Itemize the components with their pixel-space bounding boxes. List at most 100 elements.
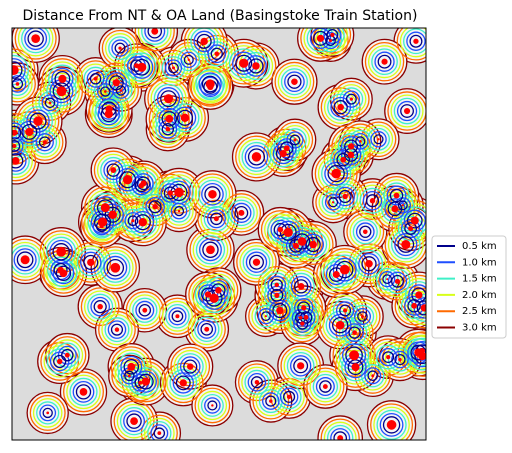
land-patch bbox=[64, 352, 70, 358]
contour bbox=[403, 28, 426, 55]
contour bbox=[247, 148, 266, 166]
land-patch bbox=[165, 126, 171, 132]
contour bbox=[169, 369, 198, 397]
land-patch bbox=[291, 78, 298, 85]
land-patch bbox=[252, 258, 261, 266]
land-patch bbox=[110, 167, 117, 174]
land-patch bbox=[420, 304, 426, 312]
contour bbox=[355, 136, 366, 147]
contour bbox=[44, 97, 56, 109]
land-patch bbox=[31, 34, 41, 44]
contour bbox=[345, 93, 357, 105]
land-patch bbox=[316, 34, 325, 42]
map-title: Distance From NT & OA Land (Basingstoke … bbox=[23, 8, 418, 24]
contour bbox=[41, 94, 59, 112]
land-patch bbox=[386, 278, 389, 281]
contour bbox=[130, 170, 157, 197]
contour bbox=[245, 251, 268, 273]
contour bbox=[197, 390, 228, 421]
contour bbox=[283, 390, 296, 403]
contour bbox=[374, 51, 395, 72]
contour bbox=[369, 338, 407, 376]
land-patch bbox=[131, 219, 135, 223]
land-patch bbox=[175, 314, 180, 319]
contour bbox=[231, 202, 252, 223]
contour bbox=[326, 424, 354, 440]
land-patch bbox=[104, 90, 107, 93]
contour bbox=[123, 359, 140, 375]
contour bbox=[61, 348, 74, 362]
contour bbox=[12, 54, 29, 86]
contour bbox=[38, 136, 51, 149]
land-patch bbox=[112, 79, 120, 87]
contour bbox=[280, 345, 321, 387]
land-patch bbox=[343, 308, 348, 313]
contour bbox=[387, 201, 403, 217]
land-patch bbox=[25, 127, 34, 137]
legend: 0.5 km 1.0 km 1.5 km 2.0 km 2.5 km 3.0 km bbox=[431, 235, 507, 339]
land-patch bbox=[87, 258, 95, 267]
land-patch bbox=[200, 37, 208, 46]
land-patch bbox=[110, 262, 121, 273]
contour bbox=[234, 205, 249, 220]
contour bbox=[98, 98, 120, 120]
contour bbox=[238, 48, 274, 84]
contour bbox=[171, 310, 184, 323]
contour bbox=[327, 164, 345, 183]
contour bbox=[101, 29, 139, 67]
land-patch bbox=[340, 156, 347, 163]
contour bbox=[192, 65, 229, 102]
contour bbox=[400, 104, 414, 118]
contour bbox=[110, 323, 124, 336]
contour bbox=[357, 311, 368, 322]
land-patch bbox=[165, 114, 174, 123]
contour bbox=[297, 301, 311, 315]
contour bbox=[42, 407, 53, 419]
contour bbox=[195, 280, 233, 317]
contour bbox=[161, 56, 186, 80]
contour bbox=[29, 394, 66, 431]
contour bbox=[407, 341, 426, 364]
contour bbox=[35, 133, 54, 152]
land-patch bbox=[213, 216, 219, 222]
land-patch bbox=[93, 76, 98, 81]
contour bbox=[257, 308, 275, 325]
land-patch bbox=[365, 259, 373, 268]
land-patch bbox=[97, 217, 108, 227]
contour bbox=[106, 259, 125, 277]
contour bbox=[273, 217, 304, 248]
contour bbox=[75, 384, 92, 400]
land-patch bbox=[339, 264, 350, 275]
contour bbox=[319, 380, 332, 393]
land-patch bbox=[413, 38, 419, 44]
contour bbox=[83, 254, 99, 270]
contour bbox=[49, 351, 70, 372]
contour bbox=[382, 416, 401, 434]
land-patch bbox=[138, 217, 148, 227]
contour bbox=[135, 300, 155, 320]
land-patch bbox=[362, 229, 368, 235]
land-patch bbox=[391, 205, 399, 213]
land-patch bbox=[377, 138, 380, 141]
contour bbox=[208, 279, 229, 301]
land-patch bbox=[239, 58, 249, 68]
contour bbox=[406, 31, 426, 51]
contour bbox=[12, 153, 24, 169]
contour bbox=[305, 236, 321, 253]
contour bbox=[72, 380, 95, 403]
land-patch bbox=[292, 242, 300, 249]
contour bbox=[100, 156, 127, 184]
contour bbox=[104, 317, 130, 343]
land-patch bbox=[349, 97, 353, 101]
contour bbox=[13, 248, 37, 272]
land-patch bbox=[410, 216, 419, 225]
contour bbox=[76, 248, 105, 277]
contour bbox=[117, 205, 148, 236]
contour bbox=[187, 28, 222, 59]
contour bbox=[404, 281, 426, 309]
contour bbox=[210, 47, 223, 60]
contour bbox=[370, 131, 387, 148]
legend-label: 1.5 km bbox=[462, 274, 497, 285]
contour bbox=[29, 112, 47, 130]
contour bbox=[91, 91, 127, 127]
